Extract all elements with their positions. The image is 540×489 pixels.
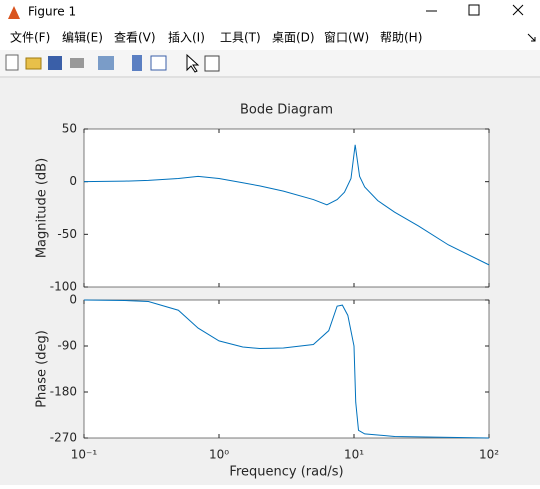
chart-title: Bode Diagram (240, 103, 333, 118)
menu-item[interactable]: 编辑(E) (62, 30, 103, 45)
y-axis-label: Magnitude (dB) (35, 158, 50, 258)
menu-item[interactable]: 窗口(W) (324, 31, 369, 45)
inspector-icon[interactable] (204, 55, 220, 72)
close-button[interactable] (512, 4, 524, 16)
y-tick-label: -100 (50, 280, 77, 294)
y-tick-label: -180 (50, 385, 77, 399)
print-icon[interactable] (70, 58, 84, 68)
menu-item[interactable]: 插入(I) (168, 31, 205, 45)
menu-item[interactable]: 文件(F) (10, 30, 50, 45)
new-icon[interactable] (5, 54, 19, 71)
menu-item[interactable]: 查看(V) (114, 31, 156, 45)
y-tick-label: 0 (69, 174, 77, 188)
save-icon[interactable] (48, 56, 62, 70)
app-icon (8, 6, 20, 19)
maximize-button[interactable] (468, 4, 480, 16)
y-tick-label: 50 (62, 122, 77, 136)
x-tick-label: 10² (479, 448, 499, 462)
data-line (83, 299, 490, 439)
legend-icon[interactable] (150, 55, 167, 71)
toolbar-icons (5, 53, 220, 73)
menu-item[interactable]: 帮助(H) (380, 31, 422, 45)
y-tick-label: -50 (57, 227, 77, 241)
y-tick-label: 0 (69, 293, 77, 307)
x-tick-label: 10¹ (344, 448, 364, 462)
y-tick-label: -90 (57, 339, 77, 353)
axes-bg (83, 299, 490, 439)
x-tick-label: 10⁻¹ (71, 448, 98, 462)
x-tick-label: 10⁰ (209, 448, 229, 462)
axes-bg (83, 128, 490, 288)
menu-item[interactable]: 桌面(D) (272, 31, 315, 45)
toolbar (0, 50, 540, 76)
pointer-icon[interactable] (186, 53, 200, 73)
x-axis-label: Frequency (rad/s) (229, 465, 343, 480)
y-axis-label: Phase (deg) (35, 330, 50, 408)
data-line (83, 144, 490, 266)
open-icon[interactable] (25, 57, 42, 70)
window-title: Figure 1 (28, 5, 76, 19)
y-tick-label: -270 (50, 431, 77, 445)
menu-item[interactable]: 工具(T) (220, 31, 261, 45)
title-menu-bg (0, 0, 540, 50)
colorbar-icon[interactable] (132, 55, 142, 71)
link-icon[interactable] (98, 56, 114, 70)
dock-button[interactable] (527, 33, 536, 42)
